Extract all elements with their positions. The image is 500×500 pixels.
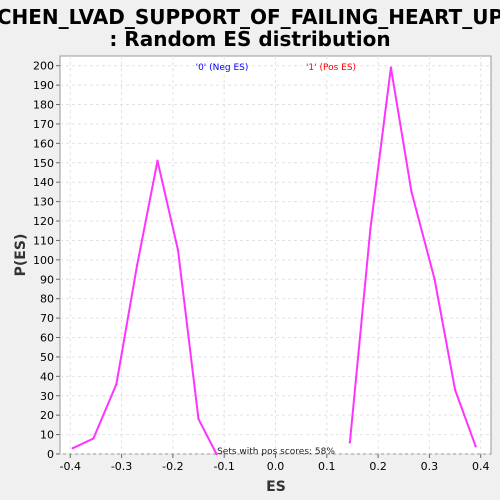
es-data-point [474, 445, 476, 447]
y-tick-label: 160 [33, 137, 54, 150]
x-tick-label: -0.3 [111, 460, 132, 473]
y-axis-label: P(ES) [13, 234, 29, 277]
y-tick-label: 60 [40, 332, 54, 345]
y-tick-label: 20 [40, 409, 54, 422]
y-tick-label: 200 [33, 60, 54, 73]
es-data-point [433, 278, 435, 280]
y-tick-label: 100 [33, 254, 54, 267]
y-tick-label: 130 [33, 196, 54, 209]
y-tick-label: 190 [33, 79, 54, 92]
y-tick-label: 110 [33, 234, 54, 247]
es-data-point [390, 66, 392, 68]
x-tick-label: -0.4 [60, 460, 81, 473]
es-data-point [156, 160, 158, 162]
y-tick-label: 150 [33, 157, 54, 170]
x-tick-label: -0.1 [213, 460, 234, 473]
es-data-point [197, 418, 199, 420]
y-tick-label: 90 [40, 273, 54, 286]
y-tick-label: 50 [40, 351, 54, 364]
es-data-point [454, 389, 456, 391]
y-tick-label: 80 [40, 293, 54, 306]
x-tick-label: -0.2 [162, 460, 183, 473]
es-data-point [369, 228, 371, 230]
es-data-point [136, 264, 138, 266]
y-tick-label: 30 [40, 390, 54, 403]
y-tick-label: 10 [40, 429, 54, 442]
y-tick-label: 0 [47, 448, 54, 461]
x-tick-label: 0.2 [369, 460, 387, 473]
es-data-point [72, 447, 74, 449]
legend-entry-neg-es: '0' (Neg ES) [196, 63, 249, 73]
x-tick-label: 0.1 [318, 460, 336, 473]
y-tick-label: 140 [33, 176, 54, 189]
chart-title-line-1: CHEN_LVAD_SUPPORT_OF_FAILING_HEART_UP [0, 5, 500, 29]
es-data-point [410, 191, 412, 193]
x-tick-label: 0.0 [267, 460, 285, 473]
legend-entry-pos-es: '1' (Pos ES) [306, 63, 356, 73]
x-tick-label: 0.4 [472, 460, 490, 473]
es-data-point [177, 249, 179, 251]
y-tick-label: 170 [33, 118, 54, 131]
pos-scores-annotation: Sets with pos scores: 58% [217, 447, 335, 457]
y-tick-label: 180 [33, 99, 54, 112]
es-data-point [92, 437, 94, 439]
y-tick-label: 40 [40, 370, 54, 383]
x-tick-label: 0.3 [421, 460, 439, 473]
es-data-point [349, 441, 351, 443]
chart-title-line-2: : Random ES distribution [109, 27, 390, 51]
y-axis-ticks: 0 10 20 30 40 50 60 70 80 90 100 110 120 130 140 150 160… [33, 60, 60, 461]
es-data-point [115, 383, 117, 385]
y-tick-label: 70 [40, 312, 54, 325]
y-tick-label: 120 [33, 215, 54, 228]
x-axis-label: ES [266, 479, 286, 495]
